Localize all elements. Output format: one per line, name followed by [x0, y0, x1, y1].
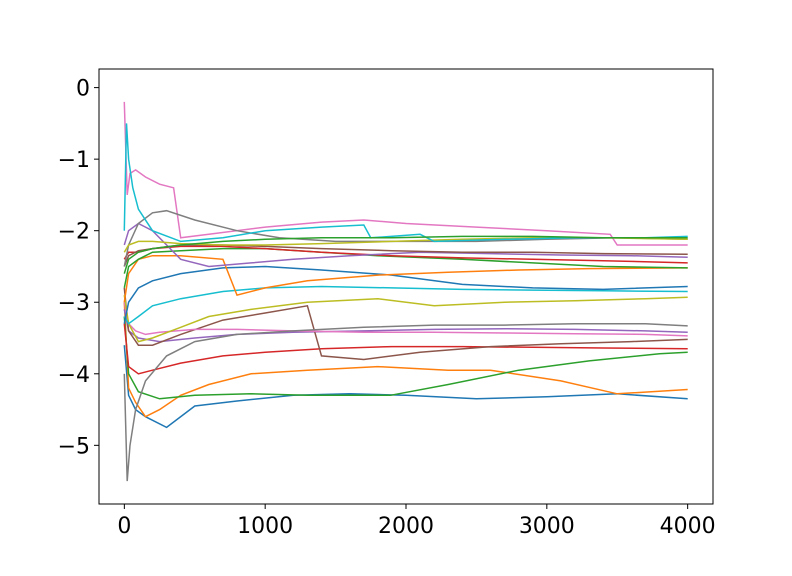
y-tick-label: −2	[58, 220, 90, 245]
series-line-11	[123, 265, 688, 324]
series-line-6	[123, 287, 688, 361]
series-line-20	[123, 123, 688, 243]
series-line-1	[123, 345, 688, 429]
y-axis-ticks: 0 −1 −2 −3 −4 −5	[58, 77, 99, 459]
x-tick-label: 1000	[237, 514, 293, 539]
series-line-18	[123, 209, 688, 267]
y-tick-label: 0	[76, 77, 90, 102]
x-tick-label: 2000	[378, 514, 434, 539]
plot-frame	[98, 68, 714, 505]
series-line-19	[123, 237, 688, 253]
series-line-12	[123, 254, 688, 303]
series-line-4	[123, 323, 688, 375]
series-line-5	[123, 309, 688, 343]
series-line-15	[123, 222, 688, 268]
series-line-10	[123, 285, 688, 325]
x-tick-label: 3000	[519, 514, 575, 539]
series-line-21	[123, 235, 688, 274]
series-line-2	[123, 302, 688, 418]
y-tick-label: −1	[58, 148, 90, 173]
series-line-16	[123, 244, 688, 267]
x-tick-label: 0	[117, 514, 131, 539]
series-line-7	[123, 302, 688, 337]
x-axis-ticks: 0 1000 2000 3000 4000	[117, 504, 716, 539]
y-tick-label: −5	[58, 434, 90, 459]
y-tick-label: −3	[58, 291, 90, 316]
series-line-8	[123, 322, 688, 482]
y-tick-label: −4	[58, 363, 90, 388]
series-layer	[123, 101, 688, 482]
series-line-9	[123, 294, 688, 343]
x-tick-label: 4000	[660, 514, 716, 539]
